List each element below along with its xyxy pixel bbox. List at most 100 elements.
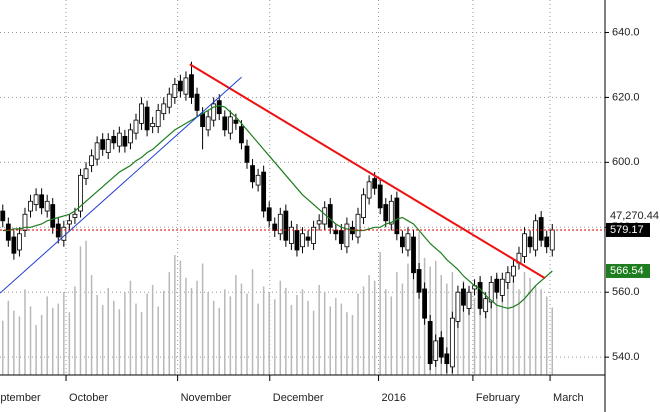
candle-body (177, 80, 183, 92)
candle-body (361, 194, 366, 218)
y-tick-label: 620.0 (612, 91, 640, 103)
candle-body (11, 236, 17, 254)
candle-body (288, 226, 294, 244)
candle-body (549, 229, 555, 251)
trendline (0, 76, 242, 294)
candle-body (522, 233, 527, 257)
y-tick-label: 560.0 (612, 286, 640, 298)
candle-body (344, 223, 350, 248)
candle-body (66, 220, 72, 225)
candle-body (250, 165, 255, 183)
ma-tag (606, 263, 650, 278)
candle-body (100, 139, 106, 150)
candle-body (544, 236, 550, 248)
ma-tag-label: 566.54 (610, 265, 644, 277)
candle-body (50, 204, 56, 228)
candle-body (394, 197, 400, 235)
volume-label: 47,270.44 (610, 210, 659, 222)
candle-body (189, 74, 194, 98)
candle-body (455, 291, 461, 322)
candle-body (372, 178, 378, 189)
candle-body (377, 184, 383, 209)
candle-body (116, 132, 122, 147)
candle-body (89, 155, 94, 166)
candle-body (83, 168, 89, 179)
candle-body (150, 122, 156, 128)
candle-body (22, 213, 28, 231)
candle-body (78, 174, 83, 212)
candle-body (449, 317, 455, 368)
candle-body (166, 93, 172, 108)
candle-body (244, 145, 250, 163)
candle-body (128, 129, 133, 144)
candle-body (105, 139, 111, 153)
x-tick-label: February (476, 392, 521, 404)
candle-body (216, 100, 222, 115)
candle-body (33, 194, 39, 205)
x-tick-label: December (273, 392, 324, 404)
candle-body (194, 93, 200, 111)
candle-body (211, 103, 217, 121)
candle-body (183, 77, 189, 95)
candle-body (283, 210, 289, 241)
candle-body (327, 204, 333, 228)
x-tick-label: September (0, 392, 41, 404)
candle-body (133, 119, 139, 134)
candle-body (28, 200, 33, 212)
candle-body (383, 204, 389, 222)
candle-body (55, 223, 61, 238)
candle-body (227, 116, 233, 134)
candle-body (255, 174, 261, 186)
candle-body (488, 282, 494, 303)
candle-body (538, 217, 544, 241)
candle-body (139, 103, 144, 124)
candle-body (400, 236, 405, 248)
y-tick-label: 640.0 (612, 26, 640, 38)
candle-body (483, 298, 489, 313)
candle-body (405, 233, 411, 251)
candle-body (0, 210, 6, 222)
candle-body (200, 113, 205, 128)
candle-body (277, 213, 283, 235)
candle-body (411, 236, 416, 274)
candle-body (239, 126, 244, 144)
trendline (189, 63, 546, 280)
price-tag-label: 579.17 (610, 224, 644, 236)
candle-body (477, 282, 483, 309)
candle-body (333, 230, 339, 235)
candle-body (233, 119, 239, 124)
candle-body (366, 181, 372, 199)
candle-body (355, 213, 361, 238)
candle-body (144, 106, 150, 131)
candle-body (72, 213, 78, 218)
candle-body (438, 337, 444, 358)
candle-body (39, 194, 45, 209)
candle-body (111, 135, 117, 144)
y-tick-label: 540.0 (612, 351, 640, 363)
y-tick-label: 600.0 (612, 156, 640, 168)
candle-body (338, 230, 344, 244)
candle-body (444, 353, 450, 365)
candle-body (155, 109, 161, 128)
candle-body (505, 272, 511, 283)
candle-body (294, 230, 300, 251)
candle-body (122, 135, 128, 147)
candle-body (17, 233, 22, 251)
price-tag (606, 222, 650, 237)
x-tick-label: November (181, 392, 232, 404)
candle-body (416, 269, 422, 293)
candle-body (205, 116, 211, 131)
candle-body (272, 223, 278, 231)
candle-body (433, 340, 439, 361)
candle-body (305, 236, 311, 241)
candle-body (222, 116, 228, 131)
x-tick-label: October (69, 392, 108, 404)
candle-body (61, 226, 67, 241)
moving-average (2, 104, 553, 310)
candle-body (94, 142, 100, 160)
candle-body (311, 226, 317, 244)
candle-body (499, 278, 505, 296)
candle-body (261, 171, 267, 212)
x-tick-label: 2016 (382, 392, 406, 404)
